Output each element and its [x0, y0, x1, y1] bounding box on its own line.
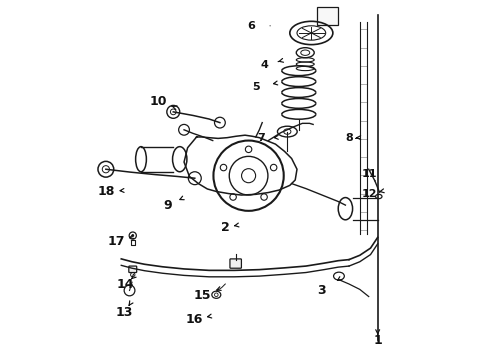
Text: 18: 18	[97, 185, 115, 198]
Text: 15: 15	[194, 289, 211, 302]
Text: 8: 8	[345, 133, 353, 143]
Text: 9: 9	[163, 199, 172, 212]
Text: 6: 6	[247, 21, 255, 31]
Text: 14: 14	[117, 278, 134, 291]
Bar	[317, 7, 338, 25]
Text: 11: 11	[362, 168, 378, 179]
FancyBboxPatch shape	[129, 266, 137, 273]
Text: 16: 16	[185, 312, 203, 326]
Text: 1: 1	[373, 334, 382, 347]
Text: 13: 13	[116, 306, 133, 319]
Circle shape	[131, 234, 134, 237]
Text: 17: 17	[107, 235, 124, 248]
Text: 10: 10	[149, 95, 167, 108]
Text: 7: 7	[257, 134, 265, 143]
Text: 2: 2	[221, 221, 230, 234]
Text: 3: 3	[318, 284, 326, 297]
Text: 12: 12	[362, 189, 378, 199]
Text: 4: 4	[260, 60, 268, 70]
Text: 5: 5	[252, 82, 260, 92]
FancyBboxPatch shape	[230, 259, 242, 268]
